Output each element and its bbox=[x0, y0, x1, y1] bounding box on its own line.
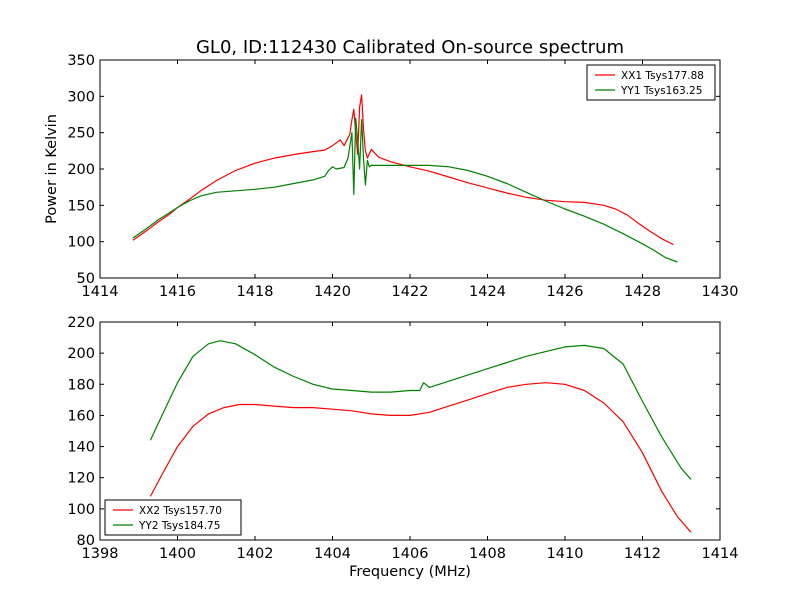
x-axis-label: Frequency (MHz) bbox=[349, 564, 471, 580]
y-tick-label: 200 bbox=[67, 346, 95, 362]
top-panel: 1414 1416 1418 1420 1422 1424 1426 1428 1430 50 10… bbox=[44, 53, 738, 300]
x-tick-label: 1402 bbox=[237, 546, 274, 562]
x-tick-label: 1424 bbox=[469, 284, 506, 300]
x-tick-label: 1406 bbox=[392, 546, 429, 562]
series-group bbox=[132, 94, 678, 263]
x-tick-label: 1400 bbox=[159, 546, 196, 562]
x-tick-label: 1426 bbox=[547, 284, 584, 300]
series-group bbox=[149, 340, 692, 533]
y-tick-label: 50 bbox=[77, 271, 95, 287]
x-tick-label: 1410 bbox=[547, 546, 584, 562]
x-tick-label: 1416 bbox=[159, 284, 196, 300]
y-tick-label: 300 bbox=[67, 89, 95, 105]
bottom-panel: 1398 1400 1402 1404 1406 1408 1410 1412 1414 80 10… bbox=[67, 315, 738, 580]
x-tick-label: 1412 bbox=[624, 546, 661, 562]
y-tick-label: 140 bbox=[67, 440, 95, 456]
y-tick-label: 180 bbox=[67, 377, 95, 393]
x-tick-label: 1428 bbox=[624, 284, 661, 300]
legend-entry: YY2 Tsys184.75 bbox=[138, 520, 220, 532]
y-tick-label: 120 bbox=[67, 471, 95, 487]
series-line-xx bbox=[149, 382, 692, 533]
y-tick-label: 350 bbox=[67, 53, 95, 69]
y-tick-label: 150 bbox=[67, 198, 95, 214]
x-tick-label: 1418 bbox=[237, 284, 274, 300]
x-tick-label: 1404 bbox=[314, 546, 351, 562]
figure-title: GL0, ID:112430 Calibrated On-source spec… bbox=[196, 37, 624, 58]
x-tick-label: 1420 bbox=[314, 284, 351, 300]
x-tick-label: 1408 bbox=[469, 546, 506, 562]
legend-box bbox=[586, 64, 716, 101]
y-tick-label: 100 bbox=[67, 502, 95, 518]
series-line-yy bbox=[149, 340, 692, 480]
legend: XX1 Tsys177.88 YY1 Tsys163.25 bbox=[586, 64, 716, 101]
x-tick-label: 1414 bbox=[82, 284, 119, 300]
y-tick-label: 250 bbox=[67, 126, 95, 142]
y-tick-label: 200 bbox=[67, 162, 95, 178]
legend-box bbox=[104, 499, 242, 536]
y-axis-label: Power in Kelvin bbox=[44, 114, 60, 224]
x-tick-label: 1422 bbox=[392, 284, 429, 300]
legend-entry: XX1 Tsys177.88 bbox=[621, 70, 704, 82]
y-tick-label: 100 bbox=[67, 235, 95, 251]
legend-entry: XX2 Tsys157.70 bbox=[139, 505, 222, 517]
series-line-yy bbox=[132, 117, 678, 263]
y-tick-label: 160 bbox=[67, 408, 95, 424]
legend-entry: YY1 Tsys163.25 bbox=[620, 85, 702, 97]
x-tick-label: 1430 bbox=[702, 284, 739, 300]
x-tick-label: 1398 bbox=[82, 546, 119, 562]
legend: XX2 Tsys157.70 YY2 Tsys184.75 bbox=[104, 499, 242, 536]
series-line-xx bbox=[132, 94, 674, 246]
y-tick-label: 80 bbox=[77, 533, 95, 549]
x-tick-label: 1414 bbox=[702, 546, 739, 562]
y-tick-label: 220 bbox=[67, 315, 95, 331]
